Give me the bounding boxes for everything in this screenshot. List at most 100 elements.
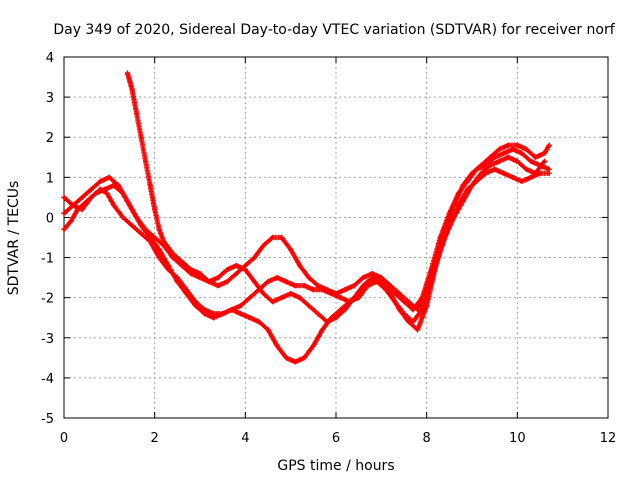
data-point	[201, 311, 208, 317]
data-point	[215, 283, 221, 289]
data-point	[297, 262, 303, 269]
data-point	[152, 234, 158, 241]
data-point	[396, 291, 403, 297]
x-tick-label: 2	[151, 431, 159, 446]
data-point	[84, 198, 90, 204]
data-point	[133, 214, 140, 221]
data-point	[306, 275, 312, 281]
data-point	[405, 319, 412, 325]
y-tick-label: -1	[41, 252, 54, 267]
y-tick-label: -5	[41, 412, 54, 427]
data-point	[337, 295, 344, 301]
data-point	[197, 271, 203, 277]
data-point	[306, 303, 312, 309]
data-point	[351, 283, 357, 289]
data-point	[129, 222, 135, 229]
data-point	[274, 275, 280, 281]
data-point	[238, 311, 244, 317]
data-point	[514, 158, 520, 164]
data-point	[510, 174, 516, 180]
data-point	[301, 283, 307, 289]
data-point	[415, 327, 421, 333]
data-point	[537, 170, 543, 176]
data-point	[174, 279, 180, 285]
y-tick-label: 2	[46, 131, 54, 146]
x-tick-label: 8	[423, 431, 431, 446]
data-point	[523, 146, 529, 152]
data-point	[541, 158, 548, 164]
y-tick-label: 4	[46, 51, 54, 66]
data-point	[106, 174, 112, 180]
series-layer	[61, 70, 552, 365]
data-point	[102, 186, 108, 192]
data-point	[492, 166, 498, 172]
data-point	[528, 158, 534, 164]
data-point	[469, 182, 475, 188]
data-point	[532, 170, 539, 176]
data-point	[260, 291, 267, 297]
data-point	[297, 295, 303, 301]
data-point	[156, 226, 162, 233]
y-tick-label: -4	[41, 372, 54, 387]
data-point	[387, 283, 393, 289]
data-point	[247, 295, 253, 301]
data-point	[133, 110, 140, 116]
grid	[64, 57, 608, 418]
data-point	[229, 307, 235, 313]
data-point	[319, 327, 325, 333]
data-point	[360, 275, 366, 281]
data-point	[415, 307, 421, 313]
data-point	[288, 291, 294, 297]
data-point	[442, 234, 448, 241]
data-point	[469, 170, 475, 176]
data-point	[541, 150, 548, 156]
data-point	[292, 283, 298, 289]
data-point	[333, 291, 339, 297]
x-tick-label: 10	[509, 431, 526, 446]
data-point	[79, 194, 85, 200]
data-point	[315, 311, 321, 317]
data-point	[120, 214, 126, 221]
data-point	[93, 190, 99, 196]
data-point	[115, 182, 121, 188]
data-point	[68, 218, 74, 225]
data-point	[97, 178, 103, 184]
data-point	[179, 258, 185, 265]
data-point	[523, 166, 529, 172]
data-point	[451, 214, 457, 221]
data-point	[269, 234, 276, 241]
data-point	[505, 142, 511, 148]
data-point	[342, 287, 348, 293]
data-point	[188, 266, 194, 273]
data-point	[274, 343, 280, 349]
x-tick-labels: 0 2 4 6 8 10 12	[60, 431, 616, 446]
x-tick-label: 0	[60, 431, 68, 446]
data-point	[532, 154, 539, 160]
data-point	[546, 170, 552, 176]
data-point	[505, 154, 511, 160]
data-point	[501, 170, 507, 176]
data-point	[75, 206, 81, 213]
data-point	[111, 202, 117, 209]
data-point	[283, 355, 289, 361]
data-point	[124, 198, 131, 204]
data-point	[242, 266, 248, 273]
data-point	[424, 303, 430, 309]
data-point	[265, 279, 271, 285]
data-point	[147, 182, 153, 188]
data-point	[496, 146, 502, 152]
y-tick-label: 3	[46, 91, 54, 106]
data-point	[124, 70, 131, 76]
data-point	[460, 182, 466, 188]
series-track-4	[124, 70, 548, 333]
y-tick-label: 1	[46, 171, 54, 186]
data-point	[247, 315, 253, 321]
data-point	[61, 194, 67, 200]
data-point	[260, 242, 267, 249]
data-point	[152, 206, 158, 213]
data-point	[342, 307, 348, 313]
data-point	[143, 226, 149, 233]
data-point	[451, 202, 457, 209]
data-point	[61, 226, 67, 233]
chart-title: Day 349 of 2020, Sidereal Day-to-day VTE…	[53, 22, 615, 38]
